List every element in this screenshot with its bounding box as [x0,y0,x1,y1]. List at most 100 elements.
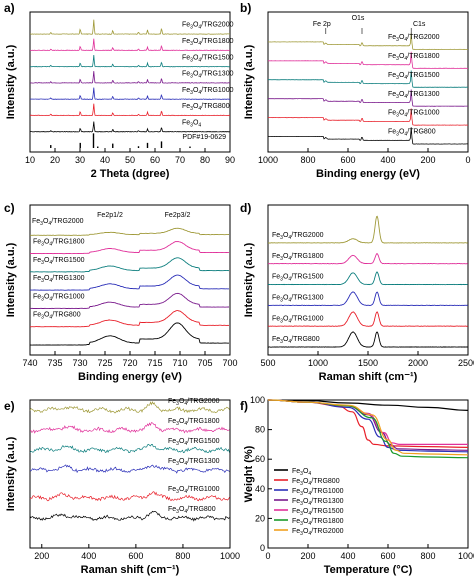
series-label: Fe3O4/TRG800 [33,312,81,321]
peak-annotation: Fe2p3/2 [165,212,191,219]
x-axis-label: Raman shift (cm⁻¹) [81,564,180,576]
series-line [267,89,469,107]
series-line [30,292,229,310]
legend-entry: Fe3O4 [292,468,311,477]
x-tick-label: 60 [150,155,160,165]
series-line [30,87,231,100]
x-tick-label: 2500 [458,358,474,368]
x-axis-label: 2 Theta (dgree) [91,168,170,180]
series-line [267,399,468,445]
x-tick-label: 400 [340,551,355,561]
panel-label: e) [4,399,15,413]
legend-entry: Fe3O4/TRG1000 [292,488,344,497]
plot-frame [267,11,469,153]
legend-entry: Fe3O4/TRG2000 [292,528,344,537]
y-axis-label: Intensity (a.u.) [5,44,17,119]
y-axis-label: Intensity (a.u.) [243,242,255,317]
panel-label: f) [240,399,248,413]
series-label: Fe3O4/TRG2000 [388,34,440,43]
plot-frame [29,11,231,153]
x-axis-label: Binding energy (eV) [316,168,420,180]
series-label: Fe3O4/TRG1300 [33,275,85,284]
peak-annotation: C1s [413,21,426,28]
series-line [267,108,469,126]
x-tick-label: 400 [380,155,395,165]
series-line [29,227,230,236]
x-tick-label: 20 [50,155,60,165]
series-line [29,464,230,474]
peak-annotation: Fe2p1/2 [97,212,123,219]
x-tick-label: 1000 [220,551,240,561]
y-tick-label: 80 [255,425,265,435]
x-tick-label: 80 [200,155,210,165]
x-tick-label: 200 [300,551,315,561]
x-tick-label: 500 [260,358,275,368]
panel-label: d) [240,201,251,215]
panel-3: c) 740 735 730 725 720 715 710 705 700 Binding ene… [4,201,238,383]
x-tick-label: 50 [125,155,135,165]
x-tick-label: 700 [222,358,237,368]
series-line [268,215,468,244]
x-tick-label: 735 [47,358,62,368]
series-label: Fe3O4/TRG800 [182,103,230,112]
series-label: Fe3O4/TRG1300 [388,91,440,100]
series-line [29,510,230,522]
series-line [29,121,231,133]
series-line [267,291,468,307]
x-tick-label: 1000 [458,551,474,561]
panel-2: b) 1000 800 600 400 200 0 Binding energy (eV) In… [240,1,471,180]
x-tick-label: 40 [100,155,110,165]
series-line [30,38,230,52]
x-tick-label: 730 [72,358,87,368]
series-line [29,491,230,502]
series-line [267,399,469,459]
panel-5: e) 200 400 600 800 1000 Raman shift (cm⁻¹) Inte… [4,398,240,576]
panel-label: b) [240,1,251,15]
x-tick-label: 70 [175,155,185,165]
series-line [29,241,229,255]
series-label: Fe3O4/TRG1000 [272,315,324,324]
series-label: Fe3O4/TRG1800 [388,53,440,62]
x-tick-label: 1000 [308,358,328,368]
x-tick-label: 800 [175,551,190,561]
series-label: Fe3O4/TRG1500 [272,274,324,283]
x-tick-label: 710 [172,358,187,368]
series-line [29,400,230,414]
series-line [29,443,230,454]
x-tick-label: 1000 [258,155,278,165]
legend-entry: Fe3O4/TRG1300 [292,498,344,507]
legend-entry: Fe3O4/TRG800 [292,478,340,487]
series-label: Fe3O4/TRG1000 [33,293,85,302]
series-label: Fe3O4/TRG1300 [168,458,220,467]
panel-6: f)02004006008001000Temperature (°C)Weigh… [240,395,474,576]
series-label: Fe3O4/TRG1500 [182,54,234,63]
x-tick-label: 800 [300,155,315,165]
y-tick-label: 100 [250,395,265,405]
series-label: Fe3O4/TRG800 [168,506,216,515]
peak-annotation: Fe 2p [313,21,331,28]
y-axis-label: Weight (%) [243,445,255,502]
legend-entry: Fe3O4/TRG1500 [292,508,344,517]
series-line [29,274,230,291]
x-tick-label: 600 [340,155,355,165]
series-label: Fe3O4/TRG1800 [168,418,220,427]
series-label: Fe3O4/TRG1800 [182,38,234,47]
series-label: Fe3O4/TRG1500 [388,72,440,81]
panel-1: a) 10 20 30 40 50 60 70 80 90 2 Theta (dgree) Inten… [4,1,235,180]
x-tick-label: 200 [420,155,435,165]
x-tick-label: 725 [97,358,112,368]
x-tick-label: 0 [465,155,470,165]
series-label: Fe3O4/TRG1800 [272,253,324,262]
series-line [30,71,231,84]
x-tick-label: 30 [75,155,85,165]
series-line [268,311,468,327]
series-label: Fe3O4/TRG2000 [182,22,234,31]
series-label: Fe3O4/TRG1000 [168,486,220,495]
series-label: Fe3O4/TRG1800 [33,238,85,247]
x-axis-label: Temperature (°C) [324,564,413,576]
series-line [267,399,469,411]
legend-entry: Fe3O4/TRG1800 [292,518,344,527]
plot-frame [29,399,231,549]
series-label: Fe3O4/TRG2000 [168,398,220,407]
series-line [29,310,230,328]
